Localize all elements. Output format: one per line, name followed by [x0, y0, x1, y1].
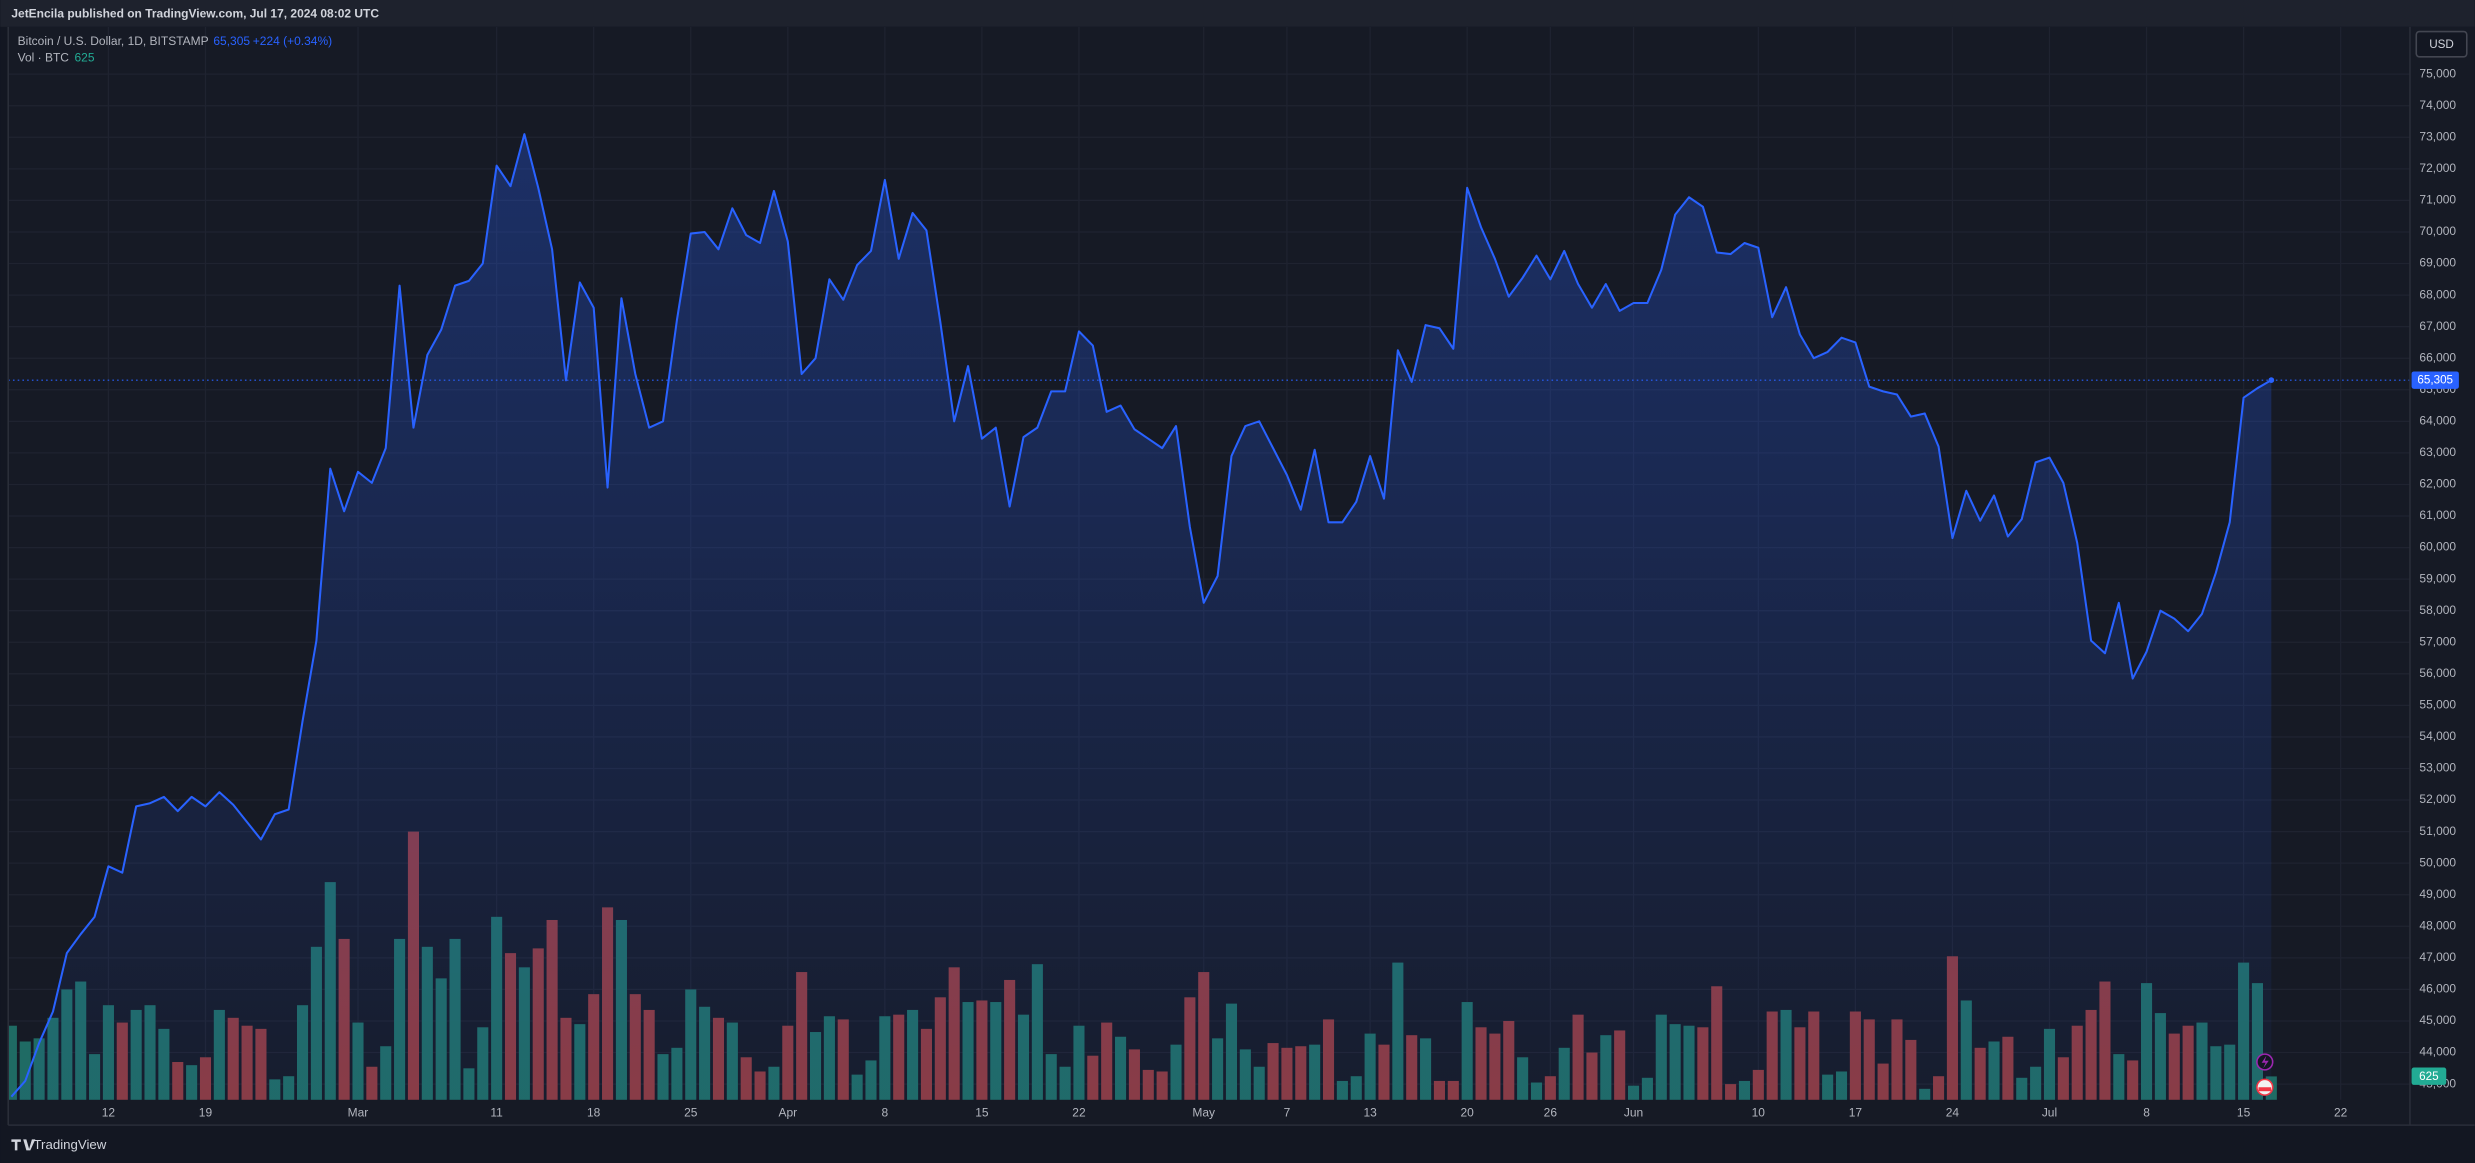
x-tick-label: Jun — [1624, 1105, 1643, 1119]
x-tick-label: 13 — [1363, 1105, 1377, 1119]
volume-bar — [8, 1025, 17, 1100]
y-tick-label: 62,000 — [2419, 477, 2456, 491]
y-tick-label: 48,000 — [2419, 918, 2456, 932]
x-tick-label: 15 — [975, 1105, 989, 1119]
legend-volume-value: 625 — [75, 51, 95, 65]
y-tick-label: 47,000 — [2419, 950, 2456, 964]
y-tick-label: 44,000 — [2419, 1045, 2456, 1059]
last-price-dot — [2268, 377, 2275, 383]
volume-bar — [19, 1041, 31, 1100]
x-tick-label: Apr — [778, 1105, 797, 1119]
y-tick-label: 74,000 — [2419, 98, 2456, 112]
y-tick-label: 49,000 — [2419, 887, 2456, 901]
x-tick-label: 15 — [2237, 1105, 2251, 1119]
y-tick-label: 72,000 — [2419, 161, 2456, 175]
y-tick-label: 73,000 — [2419, 129, 2456, 143]
y-tick-label: 68,000 — [2419, 287, 2456, 301]
y-tick-label: 54,000 — [2419, 729, 2456, 743]
x-tick-label: 8 — [2143, 1105, 2150, 1119]
y-tick-label: 71,000 — [2419, 193, 2456, 207]
x-tick-label: 25 — [684, 1105, 698, 1119]
last-price-tag-label: 65,305 — [2417, 374, 2453, 387]
header-bar — [0, 0, 2475, 27]
brand-name: TradingView — [33, 1137, 106, 1152]
legend-volume: Vol · BTC — [18, 51, 70, 65]
volume-tag-label: 625 — [2419, 1070, 2438, 1083]
area-fill — [11, 134, 2272, 1100]
x-tick-label: 8 — [882, 1105, 889, 1119]
y-tick-label: 57,000 — [2419, 634, 2456, 648]
attribution: JetEncila published on TradingView.com, … — [11, 6, 379, 20]
x-tick-label: 12 — [102, 1105, 116, 1119]
x-tick-label: 22 — [1072, 1105, 1086, 1119]
event-icon-bolt — [2261, 1055, 2269, 1069]
y-tick-label: 61,000 — [2419, 508, 2456, 522]
x-tick-label: 10 — [1752, 1105, 1766, 1119]
y-tick-label: 55,000 — [2419, 698, 2456, 712]
x-tick-label: 19 — [199, 1105, 213, 1119]
y-tick-label: 59,000 — [2419, 571, 2456, 585]
x-tick-label: 11 — [490, 1105, 503, 1119]
x-tick-label: 22 — [2334, 1105, 2348, 1119]
brand-logo — [11, 1139, 36, 1151]
x-tick-label: 26 — [1544, 1105, 1558, 1119]
axes: 43,00044,00045,00046,00047,00048,00049,0… — [102, 66, 2457, 1119]
y-tick-label: 69,000 — [2419, 256, 2456, 270]
price-line — [10, 133, 2272, 1098]
x-tick-label: Jul — [2042, 1105, 2057, 1119]
x-tick-label: 7 — [1284, 1105, 1291, 1119]
y-tick-label: 45,000 — [2419, 1013, 2456, 1027]
dividend-icon-stripe — [2258, 1087, 2272, 1092]
currency-label[interactable]: USD — [2429, 38, 2454, 51]
y-tick-label: 60,000 — [2419, 540, 2456, 554]
y-tick-label: 66,000 — [2419, 350, 2456, 364]
y-tick-label: 75,000 — [2419, 66, 2456, 80]
y-tick-label: 58,000 — [2419, 603, 2456, 617]
y-tick-label: 56,000 — [2419, 666, 2456, 680]
y-tick-label: 64,000 — [2419, 414, 2456, 428]
legend-symbol: Bitcoin / U.S. Dollar, 1D, BITSTAMP — [18, 34, 209, 48]
y-tick-label: 46,000 — [2419, 982, 2456, 996]
legend-change: +224 (+0.34%) — [253, 34, 332, 48]
legend-last-price: 65,305 — [213, 34, 250, 48]
x-tick-label: 18 — [587, 1105, 601, 1119]
x-tick-label: 24 — [1946, 1105, 1960, 1119]
last-price-tag — [2411, 371, 2459, 389]
price-tags: 65,305 625 — [2411, 371, 2459, 1085]
volume-tag — [2411, 1067, 2447, 1085]
y-tick-label: 63,000 — [2419, 445, 2456, 459]
x-tick-label: Mar — [348, 1105, 369, 1119]
y-tick-label: 52,000 — [2419, 792, 2456, 806]
y-tick-label: 67,000 — [2419, 319, 2456, 333]
y-tick-label: 51,000 — [2419, 824, 2456, 838]
y-tick-label: 50,000 — [2419, 855, 2456, 869]
x-tick-label: May — [1192, 1105, 1215, 1119]
x-tick-label: 20 — [1460, 1105, 1474, 1119]
x-tick-label: 17 — [1849, 1105, 1863, 1119]
currency-button[interactable] — [2415, 30, 2468, 58]
y-tick-label: 70,000 — [2419, 224, 2456, 238]
y-tick-label: 53,000 — [2419, 761, 2456, 775]
